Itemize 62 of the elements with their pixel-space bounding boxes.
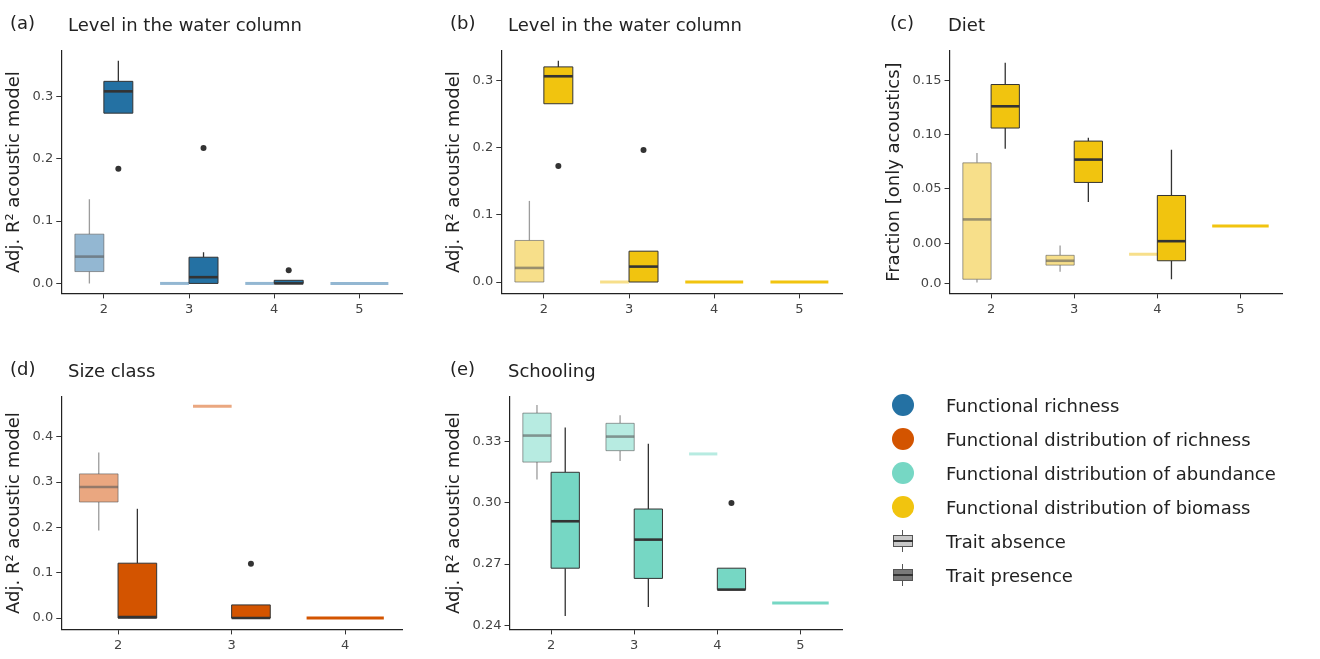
x-tick-label: 4 [713, 636, 722, 652]
y-axis-title: Adj. R² acoustic model [2, 71, 24, 273]
y-tick-label: 0.0 [32, 274, 54, 290]
y-tick-label: 0.3 [32, 87, 54, 103]
y-tick-label: 0.00 [912, 234, 942, 250]
text: (a) [10, 12, 36, 33]
chart-title: Diet [948, 14, 985, 35]
category-label: Functional richness [946, 394, 1120, 416]
y-tick-label: 0.1 [472, 206, 494, 222]
y-tick-label: 0.05 [912, 180, 942, 196]
chart-title: Schooling [508, 360, 596, 381]
y-tick-label: 0.30 [472, 494, 502, 510]
y-axis-title: Adj. R² acoustic model [2, 412, 24, 614]
y-tick-label: 0.33 [472, 433, 502, 449]
text: (e) [450, 358, 476, 379]
y-tick-label: 0.15 [912, 71, 942, 87]
x-tick-label: 4 [341, 636, 350, 652]
y-tick-label: 0.0 [472, 273, 494, 289]
y-tick-label: 0.10 [912, 125, 942, 141]
y-tick-label: 0.1 [32, 212, 54, 228]
x-tick-label: 3 [227, 636, 236, 652]
y-tick-label: 0.2 [32, 150, 54, 166]
y-tick-label: 0.0 [32, 609, 54, 625]
x-tick-label: 2 [539, 300, 549, 316]
y-axis-title: Adj. R² acoustic model [442, 412, 464, 614]
y-tick-label: 0.4 [32, 428, 54, 444]
y-axis-title: Fraction [only acoustics] [882, 62, 904, 282]
x-tick-label: 5 [795, 300, 804, 316]
x-tick-label: 5 [1236, 300, 1245, 316]
x-tick-label: 3 [630, 636, 639, 652]
x-tick-label: 3 [1070, 300, 1079, 316]
x-tick-label: 4 [1153, 300, 1162, 316]
x-tick-label: 2 [986, 300, 996, 316]
y-tick-label: 0.0 [920, 274, 942, 290]
x-tick-label: 2 [546, 636, 556, 652]
x-tick-label: 2 [113, 636, 123, 652]
x-tick-label: 3 [184, 300, 194, 316]
category-label: Trait absence [946, 530, 1066, 552]
chart-title: Level in the water column [68, 14, 302, 35]
y-axis-title: Adj. R² acoustic model [442, 71, 464, 273]
y-tick-label: 0.2 [32, 518, 54, 534]
x-tick-label: 4 [710, 300, 719, 316]
category-label: Functional distribution of richness [946, 428, 1251, 450]
category-label: Trait presence [946, 564, 1073, 586]
x-tick-label: 2 [99, 300, 109, 316]
category-label: Functional distribution of abundance [946, 462, 1276, 484]
text: (c) [890, 12, 914, 33]
y-tick-label: 0.3 [472, 72, 494, 88]
chart-title: Size class [68, 360, 156, 381]
y-tick-label: 0.1 [32, 564, 54, 580]
y-tick-label: 0.27 [472, 555, 502, 571]
x-tick-label: 5 [796, 636, 805, 652]
text: (d) [10, 358, 36, 379]
x-tick-label: 4 [270, 300, 279, 316]
y-tick-label: 0.3 [32, 473, 54, 489]
x-tick-label: 3 [624, 300, 634, 316]
text: (b) [450, 12, 476, 33]
y-tick-label: 0.2 [472, 139, 494, 155]
category-label: Functional distribution of biomass [946, 496, 1251, 518]
y-tick-label: 0.24 [472, 616, 502, 632]
x-tick-label: 5 [355, 300, 364, 316]
chart-title: Level in the water column [508, 14, 742, 35]
